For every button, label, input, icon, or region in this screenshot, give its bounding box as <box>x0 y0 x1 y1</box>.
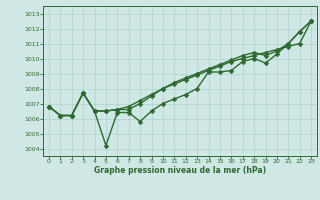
X-axis label: Graphe pression niveau de la mer (hPa): Graphe pression niveau de la mer (hPa) <box>94 166 266 175</box>
